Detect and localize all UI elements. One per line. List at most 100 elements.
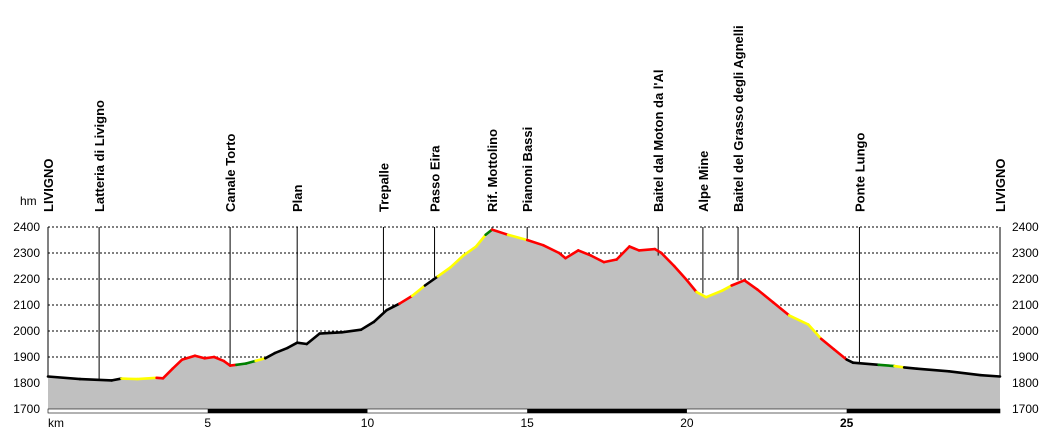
elevation-segment [235,362,248,367]
elevation-segment [915,367,951,373]
elevation-segment [851,361,880,367]
elevation-segment [193,354,206,360]
waypoint-label: Pianoni Bassi [520,127,535,212]
y-tick-label-right: 2300 [1012,246,1039,260]
elevation-segment [474,233,487,248]
elevation-segment [372,308,388,324]
y-tick-label-left: 1800 [13,376,40,390]
elevation-segment [136,376,158,381]
waypoint-label: Plan [290,184,305,212]
elevation-segment [660,251,676,268]
elevation-segment [484,228,494,237]
elevation-segment [423,275,440,287]
elevation-fill [48,229,1000,409]
elevation-segment [541,243,561,255]
elevation-segment [755,288,775,304]
elevation-segment [385,302,401,312]
elevation-segment [672,264,689,282]
x-tick-label: 20 [680,416,694,430]
elevation-segment [743,278,759,291]
waypoint-markers: LIVIGNO Latteria di Livigno Canale Torto Pl… [41,25,1008,380]
elevation-segment [110,377,123,382]
axis-bar-segment [846,409,1000,413]
elevation-segment [244,359,257,365]
elevation-segment [212,355,226,363]
axes: hm km 1700 1700 1800 1800 1900 1900 2000 2000 21… [13,194,1039,430]
elevation-segment [340,328,363,334]
elevation-segment [254,356,267,363]
waypoint-label: Baitel dal Moton da l'Al [651,70,666,213]
y-tick-label-right: 2000 [1012,324,1039,338]
elevation-segment [78,377,114,382]
x-tick-label: 10 [361,416,375,430]
y-unit-label-left: hm [20,194,37,208]
elevation-segment [602,258,618,264]
elevation-segment [819,337,836,351]
elevation-segment [318,330,344,335]
waypoint-label: LIVIGNO [41,159,56,212]
waypoint-label: Passo Eira [428,145,443,212]
elevation-segment [161,367,174,380]
elevation-segment [771,301,791,317]
elevation-segment [295,341,309,346]
waypoint-label: Ponte Lungo [852,133,867,212]
elevation-segment [286,341,299,350]
elevation-segment [628,245,641,252]
y-tick-label-left: 2400 [13,220,40,234]
elevation-segment [695,290,708,299]
elevation-segment [877,363,896,368]
elevation-segment [171,358,184,371]
waypoint-label: Trepalle [376,163,391,212]
elevation-segment [807,323,823,341]
x-unit-label: km [48,416,64,430]
elevation-segment [203,355,216,360]
elevation-segment [180,354,197,361]
waypoint-label: LIVIGNO [993,159,1008,212]
y-tick-label-left: 1700 [13,402,40,416]
elevation-segment [637,247,657,252]
elevation-segment [46,375,82,381]
elevation-segment [449,254,465,269]
x-tick-label: 5 [204,416,211,430]
y-tick-label-right: 2200 [1012,272,1039,286]
elevation-segment [410,284,427,298]
elevation-segment [787,314,810,326]
elevation-segment [589,254,606,264]
elevation-segment [462,245,478,257]
y-tick-label-left: 1900 [13,350,40,364]
y-tick-label-left: 2300 [13,246,40,260]
elevation-segment [263,351,277,360]
elevation-segment [902,366,919,371]
elevation-segment [832,347,848,361]
axis-bar-segment [527,409,687,413]
elevation-segment [359,320,376,332]
elevation-segment [979,373,1002,378]
elevation-segment [704,289,724,299]
elevation-segment [730,278,746,287]
elevation-segment [490,228,510,237]
x-tick-label: 15 [521,416,535,430]
elevation-segment [120,377,139,381]
elevation-segment [436,265,452,278]
waypoint-label: Latteria di Livigno [92,100,107,212]
elevation-segment [525,238,545,247]
y-tick-label-right: 2400 [1012,220,1039,234]
axis-bar-segment [207,409,368,413]
y-tick-label-left: 2000 [13,324,40,338]
elevation-segment [720,284,733,293]
elevation-segment [557,251,567,260]
elevation-segment [506,233,529,242]
y-tick-label-right: 2100 [1012,298,1039,312]
elevation-segment [222,359,232,367]
elevation-segment [398,294,414,306]
elevation-segment [947,369,983,377]
y-tick-label-right: 1900 [1012,350,1039,364]
waypoint-label: Rif. Mottolino [485,129,500,212]
waypoint-label: Canale Torto [223,133,238,212]
x-tick-label: 25 [840,416,854,430]
elevation-segment [577,249,593,257]
elevation-segment [893,364,906,369]
y-tick-label-right: 1800 [1012,376,1039,390]
y-tick-label-right: 1700 [1012,402,1039,416]
